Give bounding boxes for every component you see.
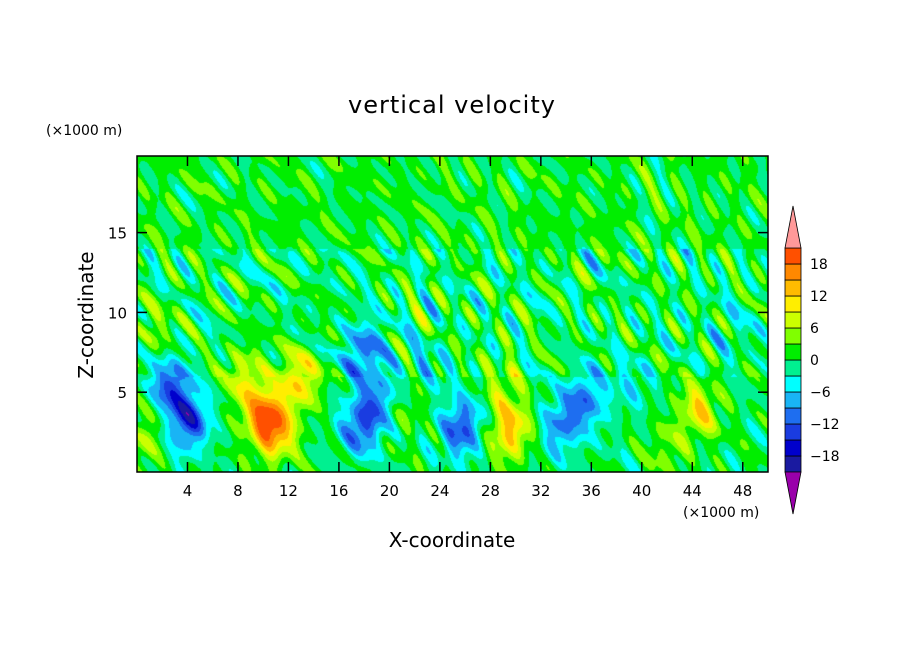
y-tick-label: 5 (117, 384, 127, 402)
plot-frame (136, 155, 769, 473)
x-axis-label: X-coordinate (389, 528, 516, 552)
colorbar-swatch (784, 263, 802, 281)
colorbar-tick-label: 18 (810, 257, 828, 273)
colorbar-swatch (784, 423, 802, 441)
x-tick-label: 40 (632, 482, 651, 500)
colorbar-swatch (784, 439, 802, 457)
x-axis-unit: (×1000 m) (683, 505, 759, 521)
colorbar-swatch (784, 375, 802, 393)
y-axis-unit: (×1000 m) (46, 123, 122, 139)
heatmap-field (137, 156, 768, 472)
colorbar-tick-label: −12 (810, 417, 840, 433)
colorbar-tick-label: 6 (810, 321, 819, 337)
colorbar: −18 −12 −6 0 6 12 18 (784, 205, 840, 515)
y-tick-label: 10 (108, 304, 127, 322)
x-tick-label: 4 (183, 482, 193, 500)
y-axis-ticks: 5 10 15 (108, 225, 768, 402)
x-tick-label: 16 (329, 482, 348, 500)
colorbar-tick-label: 12 (810, 289, 828, 305)
x-tick-label: 20 (380, 482, 399, 500)
colorbar-swatch (784, 311, 802, 329)
x-tick-label: 48 (733, 482, 752, 500)
colorbar-tick-label: −18 (810, 449, 840, 465)
x-tick-label: 44 (683, 482, 702, 500)
colorbar-swatch (784, 327, 802, 345)
colorbar-swatch (784, 407, 802, 425)
y-tick-label: 15 (108, 225, 127, 243)
colorbar-swatch (784, 247, 802, 265)
x-tick-label: 28 (481, 482, 500, 500)
colorbar-swatch (784, 455, 802, 473)
x-tick-label: 32 (531, 482, 550, 500)
chart-title: vertical velocity (348, 91, 556, 119)
colorbar-swatch (784, 295, 802, 313)
x-tick-label: 24 (430, 482, 449, 500)
colorbar-swatch (784, 391, 802, 409)
colorbar-swatch (784, 279, 802, 297)
x-tick-label: 8 (233, 482, 243, 500)
y-axis-label: Z-coordinate (74, 251, 98, 378)
x-tick-label: 12 (279, 482, 298, 500)
colorbar-swatch (784, 343, 802, 361)
colorbar-tick-label: 0 (810, 353, 819, 369)
colorbar-swatch (784, 359, 802, 377)
colorbar-over-triangle (784, 205, 802, 249)
colorbar-tick-label: −6 (810, 385, 831, 401)
x-axis-ticks: 4 8 12 16 20 24 28 32 36 40 44 48 (183, 156, 752, 500)
colorbar-under-triangle (784, 471, 802, 515)
x-tick-label: 36 (582, 482, 601, 500)
